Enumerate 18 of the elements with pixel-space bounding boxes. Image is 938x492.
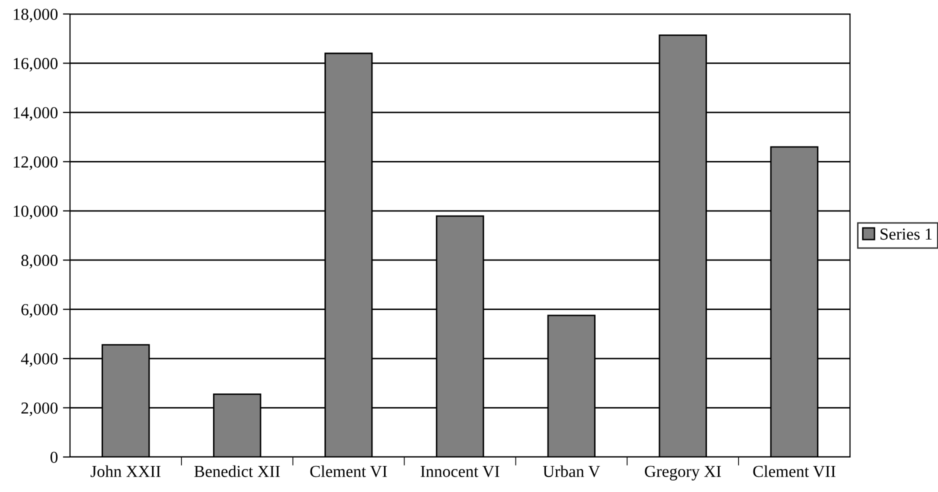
y-tick-label: 18,000 <box>14 8 58 22</box>
x-tick-label: Benedict XII <box>194 465 280 478</box>
y-tick-label: 10,000 <box>14 206 58 220</box>
x-tick-label: Urban V <box>542 465 600 478</box>
x-tick-label: Clement VI <box>310 465 387 478</box>
y-tick-label: 8,000 <box>21 254 58 268</box>
x-tick-label: Clement VII <box>753 465 836 478</box>
x-tick-label: Gregory XI <box>644 466 721 480</box>
legend-label: Series 1 <box>880 228 932 240</box>
y-tick-label: 0 <box>50 452 58 463</box>
x-tick-label: Innocent VI <box>420 466 500 478</box>
y-tick-label: 16,000 <box>14 58 58 72</box>
y-tick-label: 2,000 <box>21 402 58 416</box>
y-tick-label: 6,000 <box>21 304 58 318</box>
x-tick-label: John XXII <box>90 465 161 478</box>
y-tick-label: 4,000 <box>21 353 58 367</box>
y-tick-label: 12,000 <box>14 156 58 170</box>
y-tick-label: 14,000 <box>14 107 58 121</box>
